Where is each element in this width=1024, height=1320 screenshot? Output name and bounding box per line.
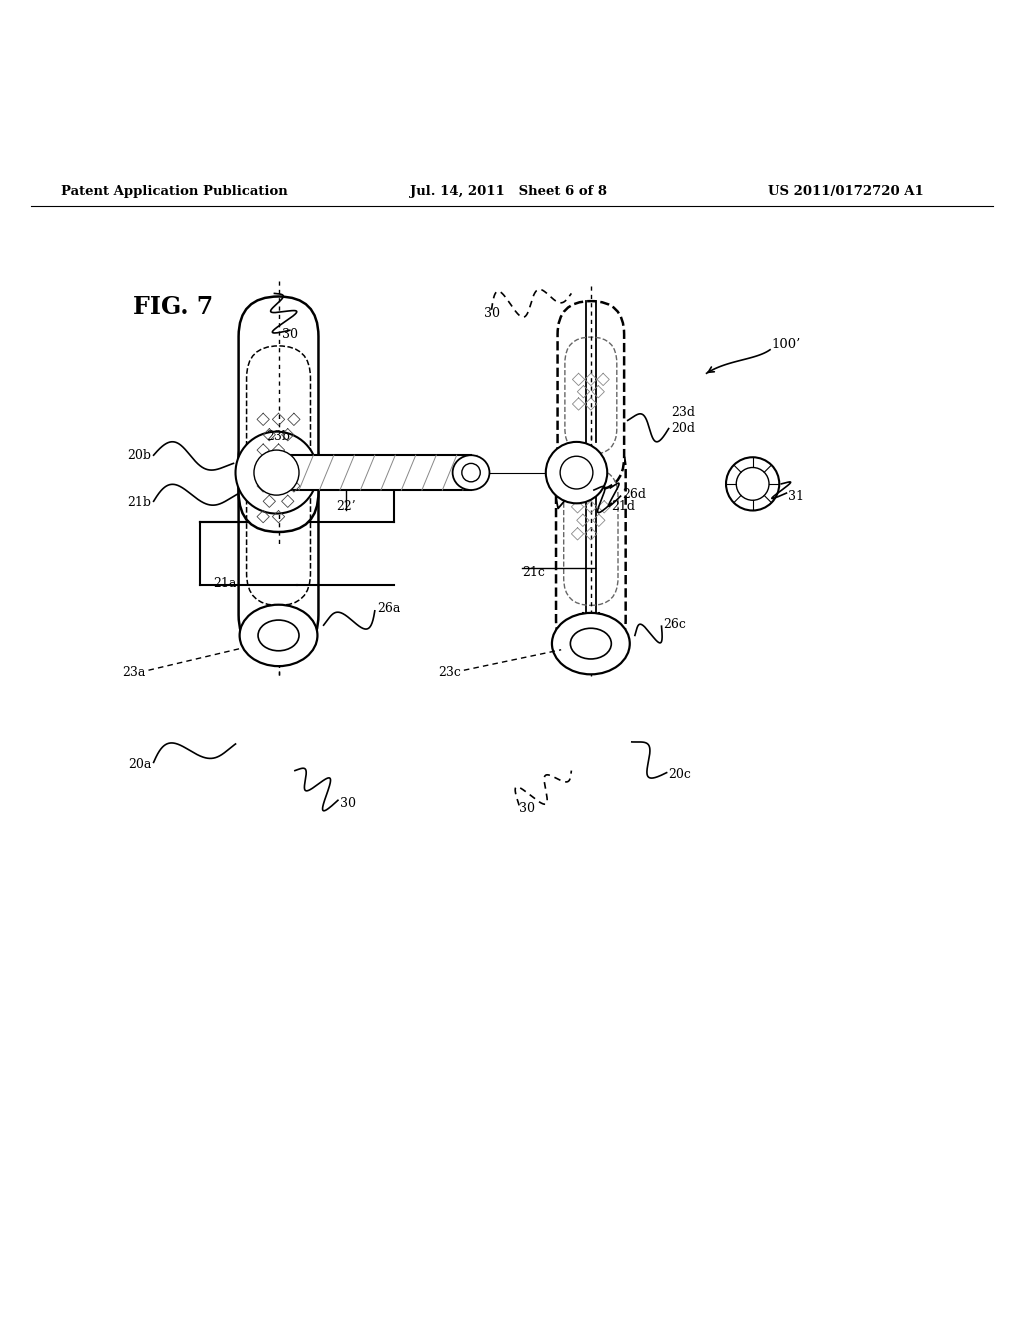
Text: 21d: 21d [611, 500, 635, 513]
Ellipse shape [462, 463, 480, 482]
Text: 20a: 20a [128, 758, 152, 771]
Bar [287, 455, 471, 490]
Text: 20b: 20b [128, 449, 152, 462]
Ellipse shape [570, 628, 611, 659]
Text: 23c: 23c [438, 665, 461, 678]
Text: 23a: 23a [122, 665, 145, 678]
Text: 26a: 26a [377, 602, 400, 615]
FancyBboxPatch shape [557, 301, 624, 491]
FancyBboxPatch shape [239, 297, 318, 532]
Text: 23d: 23d [671, 405, 694, 418]
Text: US 2011/0172720 A1: US 2011/0172720 A1 [768, 185, 924, 198]
Text: Jul. 14, 2011   Sheet 6 of 8: Jul. 14, 2011 Sheet 6 of 8 [410, 185, 606, 198]
Ellipse shape [736, 467, 769, 500]
Text: 30: 30 [340, 797, 356, 810]
Ellipse shape [254, 450, 299, 495]
Ellipse shape [726, 457, 779, 511]
Ellipse shape [453, 455, 489, 490]
Text: 21b: 21b [128, 496, 152, 508]
FancyBboxPatch shape [556, 436, 626, 656]
Ellipse shape [258, 620, 299, 651]
Text: 21c: 21c [522, 566, 545, 579]
Text: 26d: 26d [623, 487, 646, 500]
Text: Patent Application Publication: Patent Application Publication [61, 185, 288, 198]
Text: 100’: 100’ [771, 338, 801, 351]
Ellipse shape [546, 442, 607, 503]
Text: 23b: 23b [266, 430, 291, 444]
Ellipse shape [560, 457, 593, 488]
Text: 30: 30 [483, 308, 500, 321]
FancyBboxPatch shape [239, 420, 318, 655]
Ellipse shape [240, 605, 317, 667]
Text: 22’: 22’ [336, 500, 356, 513]
Text: 31: 31 [788, 490, 805, 503]
Ellipse shape [236, 432, 317, 513]
Text: 26c: 26c [664, 618, 686, 631]
Ellipse shape [552, 612, 630, 675]
Text: 20d: 20d [671, 422, 694, 436]
Text: FIG. 7: FIG. 7 [133, 294, 213, 318]
Text: 30: 30 [282, 327, 298, 341]
Text: 20c: 20c [669, 768, 691, 781]
Text: 21a: 21a [214, 577, 237, 590]
Text: 30: 30 [519, 803, 536, 814]
